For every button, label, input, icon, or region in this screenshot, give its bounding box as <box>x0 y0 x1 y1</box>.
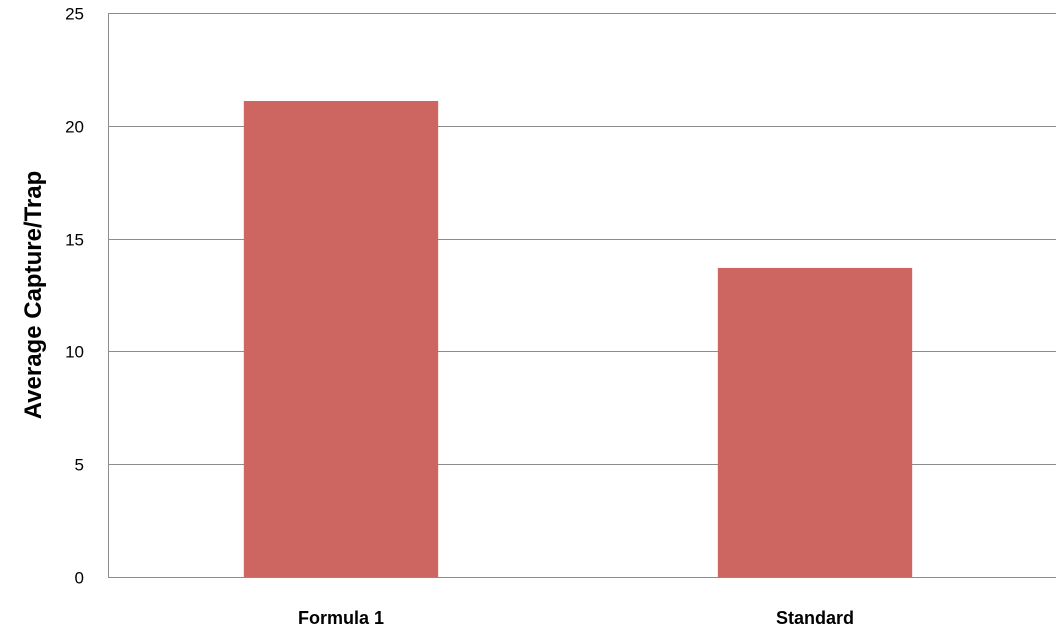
y-axis-title: Average Capture/Trap <box>20 171 47 420</box>
labels: 0 5 10 15 20 25 Formula 1 Standard <box>65 5 854 629</box>
bar <box>717 267 913 577</box>
bars <box>243 100 913 577</box>
y-tick-label: 25 <box>65 5 84 24</box>
y-tick-label: 10 <box>65 343 84 362</box>
x-category-label: Formula 1 <box>298 608 384 628</box>
axes <box>108 13 1056 578</box>
x-category-label: Standard <box>776 608 854 628</box>
bar <box>243 100 439 577</box>
y-tick-label: 5 <box>75 456 84 475</box>
y-tick-label: 20 <box>65 118 84 137</box>
y-tick-label: 15 <box>65 231 84 250</box>
y-tick-label: 0 <box>75 569 84 588</box>
